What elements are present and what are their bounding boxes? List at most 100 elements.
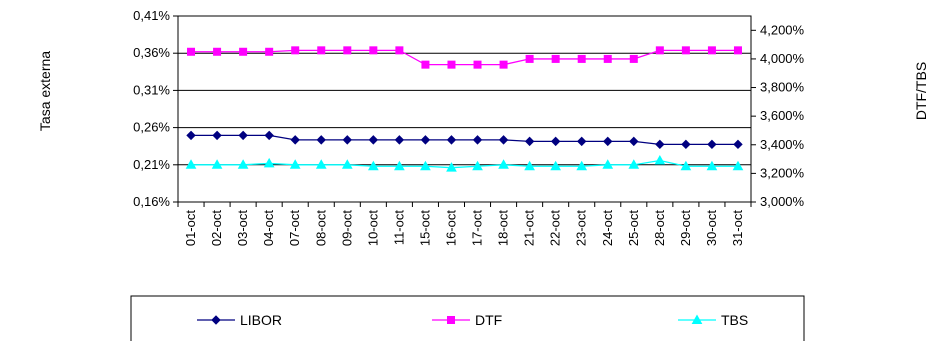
data-point [420, 160, 431, 171]
x-tick-label: 28-oct [652, 210, 667, 247]
data-point [186, 130, 196, 141]
y-tick-label: 0,31% [133, 82, 170, 97]
y-tick-label: 0,16% [133, 194, 170, 209]
data-point [551, 54, 560, 63]
data-point [395, 46, 404, 55]
y2-tick-label: 3,800% [760, 80, 805, 95]
x-tick-label: 02-oct [209, 210, 224, 247]
x-tick-label: 24-oct [600, 210, 615, 247]
data-point [316, 135, 326, 145]
legend-item-tbs: TBS [678, 312, 748, 328]
y-tick-label: 0,21% [133, 157, 170, 172]
data-point [733, 46, 742, 55]
data-point [421, 60, 430, 69]
data-point [394, 135, 405, 145]
y2-tick-label: 3,200% [760, 165, 805, 180]
x-tick-label: 30-oct [704, 210, 719, 247]
y2-tick-label: 3,600% [760, 108, 805, 123]
data-point [238, 130, 248, 141]
data-point [446, 135, 457, 145]
legend-label: DTF [475, 312, 502, 328]
x-tick-label: 01-oct [183, 210, 198, 247]
data-point [498, 135, 509, 145]
data-point [707, 46, 716, 55]
y2-tick-label: 3,400% [760, 137, 805, 152]
data-point [447, 60, 456, 69]
data-point [341, 159, 353, 169]
legend-label: LIBOR [240, 312, 282, 328]
x-tick-label: 15-oct [417, 210, 432, 247]
x-tick-label: 31-oct [730, 210, 745, 247]
series-line [191, 159, 738, 169]
data-point [706, 160, 718, 171]
data-point [550, 160, 562, 171]
x-tick-label: 23-oct [574, 210, 589, 247]
data-point [263, 157, 275, 168]
data-point [681, 46, 690, 55]
x-tick-label: 17-oct [470, 210, 485, 247]
x-tick-label: 18-oct [496, 210, 511, 247]
data-point [680, 160, 692, 171]
data-point [628, 159, 640, 169]
data-point [212, 130, 222, 141]
x-tick-label: 07-oct [287, 210, 302, 247]
data-point [420, 135, 431, 145]
y-axis-title: Tasa externa [37, 51, 53, 131]
data-point [603, 54, 612, 63]
x-axis: 01-oct 02-oct 03-oct 04-oct 07-oct 08-oct 09-o… [177, 202, 752, 247]
data-point [290, 135, 300, 145]
series-tbs [185, 154, 744, 172]
x-tick-label: 25-oct [626, 210, 641, 247]
x-tick-label: 10-oct [365, 210, 380, 247]
y-tick-label: 0,36% [133, 45, 170, 60]
x-tick-label: 16-oct [443, 210, 458, 247]
data-point [211, 159, 223, 169]
y2-tick-label: 4,000% [760, 51, 805, 66]
data-point [732, 160, 744, 171]
legend-marker [211, 315, 221, 325]
plot-area [177, 15, 752, 203]
data-point [499, 60, 508, 69]
data-point [525, 54, 534, 63]
data-point [394, 160, 405, 171]
data-point [237, 159, 249, 169]
right-axis: 3,000% 3,200% 3,400% 3,600% 3,800% 4,000% 4,20… [751, 22, 805, 209]
legend-marker [691, 314, 703, 324]
data-point [369, 46, 378, 55]
y2-axis-title: DTF/TBS [913, 62, 929, 120]
data-point [368, 135, 379, 145]
data-point [576, 160, 588, 171]
data-point [472, 160, 483, 171]
y2-tick-label: 3,000% [760, 194, 805, 209]
data-point [291, 46, 300, 55]
x-tick-label: 29-oct [678, 210, 693, 247]
y2-tick-label: 4,200% [760, 22, 805, 37]
data-point [498, 159, 509, 169]
y-tick-label: 0,41% [133, 8, 170, 23]
data-point [315, 159, 327, 169]
legend-item-libor: LIBOR [197, 312, 282, 328]
data-point [707, 139, 717, 150]
legend-box [130, 295, 805, 341]
series-layer [185, 46, 744, 172]
data-point [524, 160, 535, 171]
data-point [317, 46, 326, 55]
data-point [655, 46, 664, 55]
data-point [446, 162, 457, 172]
legend: LIBOR DTF TBS [130, 295, 805, 341]
x-tick-label: 21-oct [522, 210, 537, 247]
data-point [576, 136, 587, 147]
legend-marker [447, 316, 455, 324]
x-tick-label: 08-oct [313, 210, 328, 247]
x-tick-label: 04-oct [261, 210, 276, 247]
data-point [603, 136, 613, 147]
data-point [577, 54, 586, 63]
data-point [733, 139, 743, 150]
left-axis: 0,16% 0,21% 0,26% 0,31% 0,36% 0,41% [133, 8, 178, 209]
data-point [239, 47, 248, 56]
series-line [191, 49, 738, 66]
data-point [681, 139, 691, 150]
data-point [654, 154, 666, 165]
series-libor [186, 130, 743, 150]
